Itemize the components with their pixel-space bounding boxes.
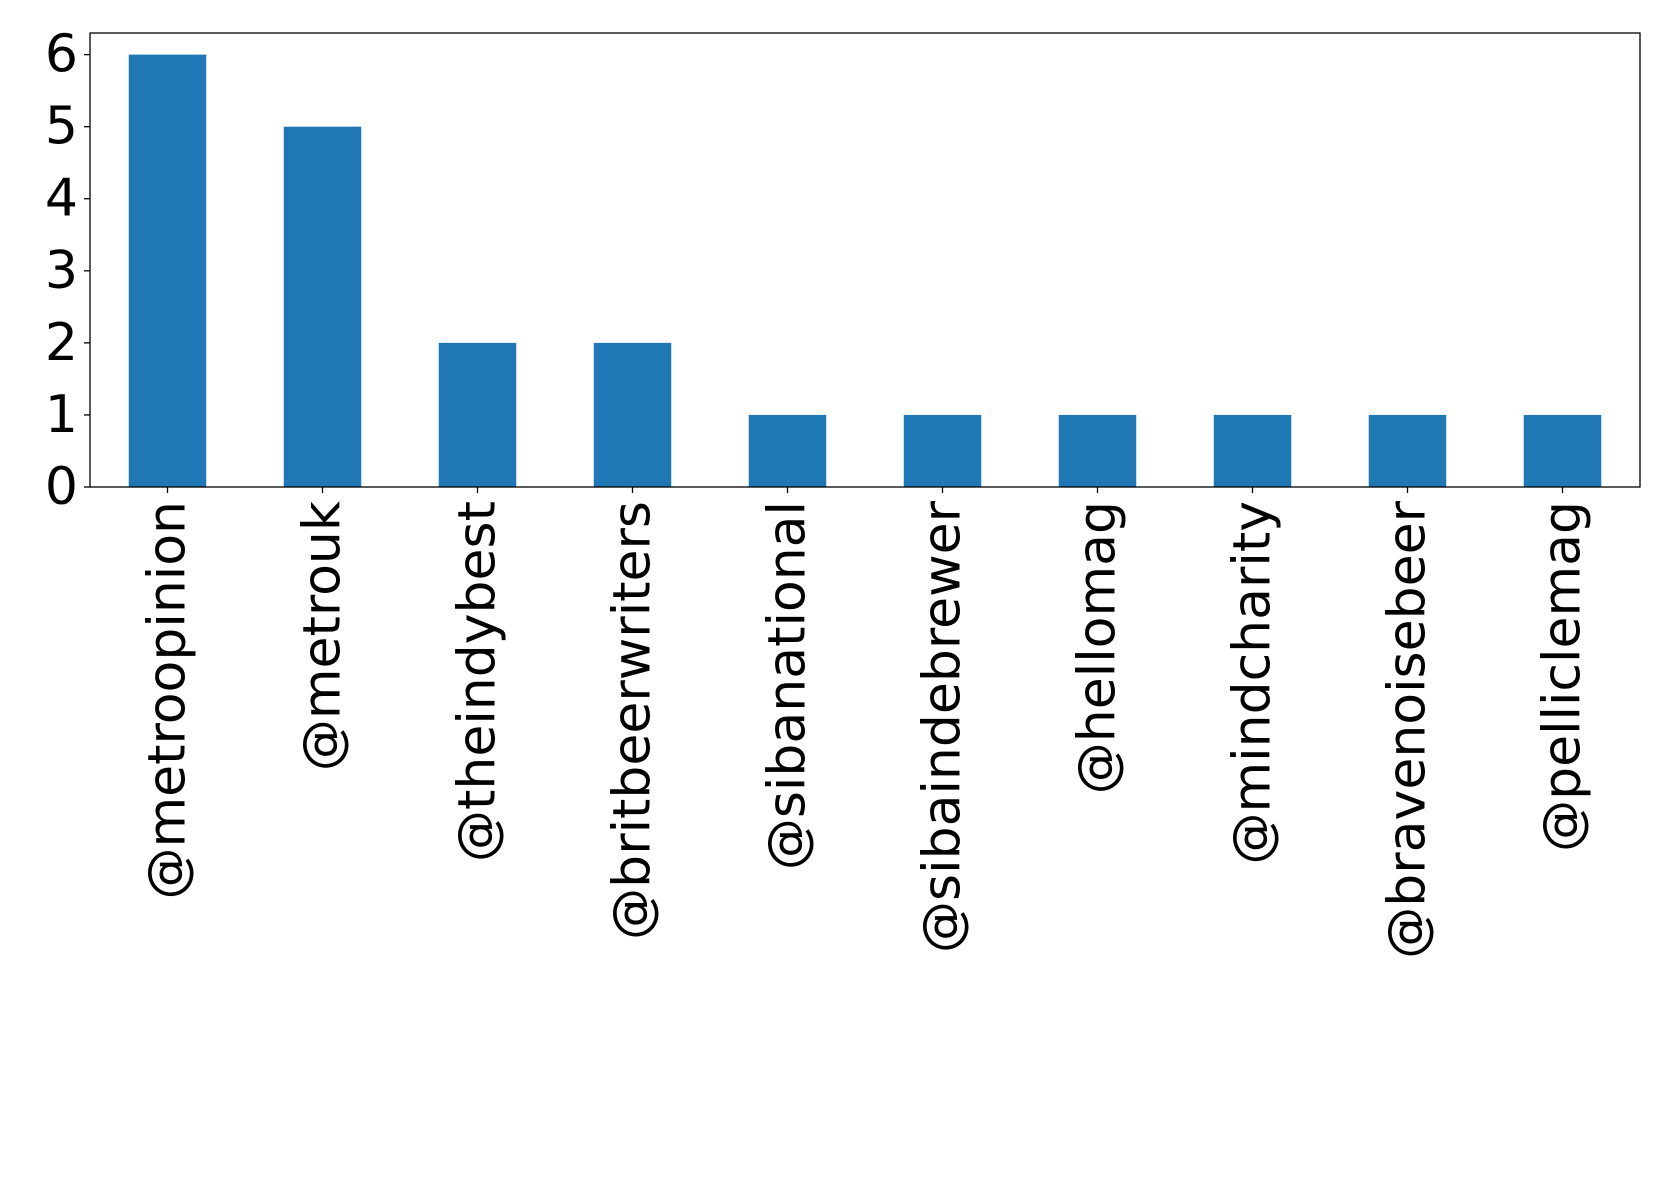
y-tick-label: 2 (45, 313, 78, 373)
x-tick-label: @sibaindebrewer (913, 500, 973, 953)
bar (903, 414, 982, 487)
y-tick-label: 0 (45, 457, 78, 517)
y-tick-label: 6 (45, 25, 78, 85)
bar (1523, 414, 1602, 487)
bar (593, 342, 672, 487)
x-tick-label: @pelliclemag (1533, 501, 1593, 852)
bar (283, 126, 362, 487)
x-tick-label: @hellomag (1068, 501, 1128, 794)
x-tick-label: @theindybest (448, 501, 508, 862)
x-tick-label: @mindcharity (1223, 501, 1283, 864)
y-tick-label: 3 (45, 241, 78, 301)
bar (1213, 414, 1292, 487)
bar (128, 54, 207, 487)
y-tick-label: 1 (45, 385, 78, 445)
bar (438, 342, 517, 487)
y-tick-label: 5 (45, 97, 78, 157)
x-tick-label: @britbeerwriters (603, 501, 663, 940)
bar (748, 414, 827, 487)
x-tick-label: @metroopinion (138, 501, 198, 900)
bar (1058, 414, 1137, 487)
x-tick-label: @sibanational (758, 501, 818, 870)
bar (1368, 414, 1447, 487)
x-tick-label: @bravenoisebeer (1378, 500, 1438, 958)
plot-frame (89, 32, 1641, 488)
x-tick-label: @metrouk (293, 501, 353, 771)
y-tick-label: 4 (45, 169, 78, 229)
